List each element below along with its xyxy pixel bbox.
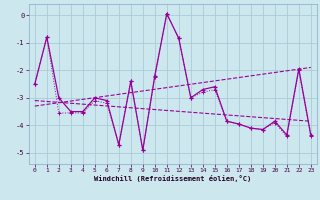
X-axis label: Windchill (Refroidissement éolien,°C): Windchill (Refroidissement éolien,°C) [94, 175, 252, 182]
